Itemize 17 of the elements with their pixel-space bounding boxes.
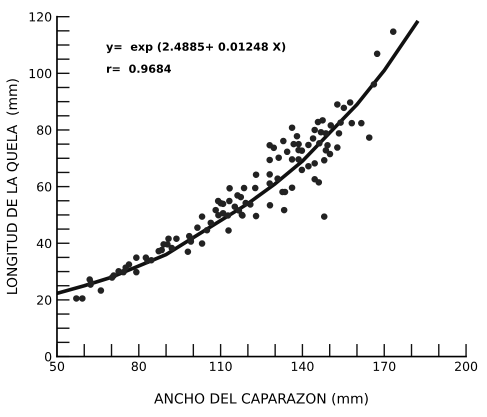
annotation: r= 0.9684 bbox=[107, 64, 171, 73]
y-tick-label: 80 bbox=[37, 125, 52, 135]
y-tick-label: 100 bbox=[30, 68, 52, 78]
x-tick-label: 50 bbox=[50, 362, 64, 372]
y-tick-label: 120 bbox=[30, 12, 52, 22]
y-tick-label: 0 bbox=[44, 352, 52, 362]
annotation: y= exp (2.4885+ 0.01248 X) bbox=[106, 42, 286, 54]
y-axis-title: LONGITUD DE LA QUELA (mm) bbox=[6, 79, 19, 294]
x-tick-label: 170 bbox=[374, 362, 396, 372]
x-tick-label: 200 bbox=[455, 362, 478, 372]
y-tick-label: 40 bbox=[36, 238, 52, 248]
x-axis-title: ANCHO DEL CAPARAZON (mm) bbox=[154, 392, 368, 406]
y-tick-label: 20 bbox=[37, 295, 52, 305]
y-tick-label: 60 bbox=[37, 182, 52, 192]
x-tick-label: 140 bbox=[292, 362, 314, 372]
x-tick-label: 80 bbox=[132, 362, 146, 372]
x-tick-label: 110 bbox=[210, 362, 232, 372]
